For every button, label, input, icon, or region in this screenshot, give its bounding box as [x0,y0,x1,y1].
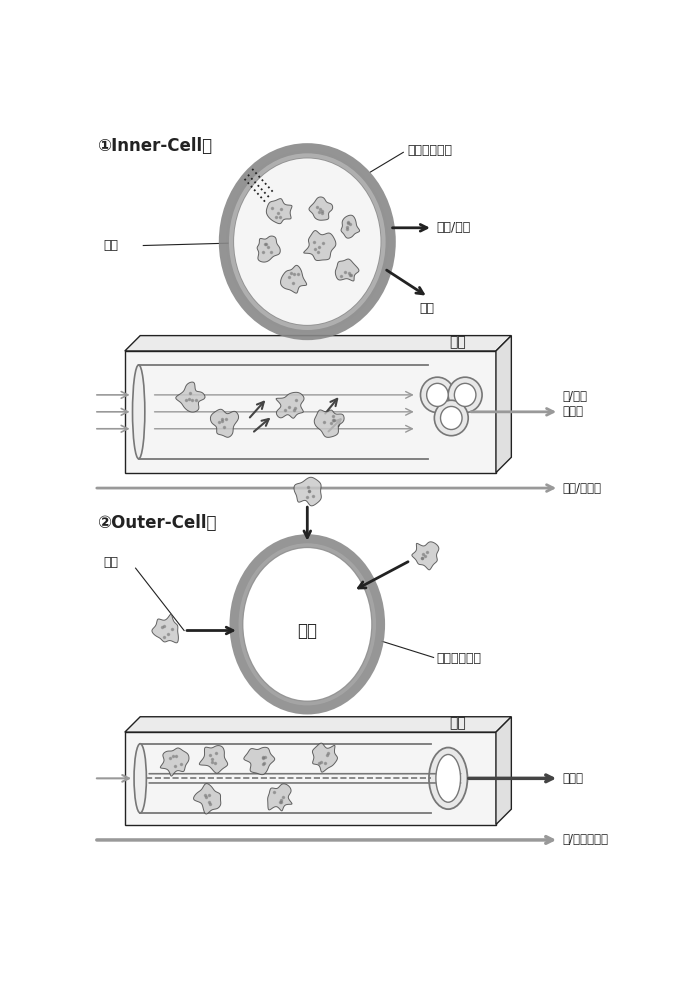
Text: 补给: 补给 [419,302,434,315]
Polygon shape [276,392,304,418]
Polygon shape [267,784,292,811]
Polygon shape [341,215,360,238]
Ellipse shape [436,754,460,802]
Polygon shape [496,717,511,825]
Text: 回收线: 回收线 [562,772,583,785]
Polygon shape [257,236,280,262]
Text: 半透膜中空丝: 半透膜中空丝 [436,652,481,666]
Ellipse shape [454,383,476,406]
Text: 产物: 产物 [297,622,318,640]
Polygon shape [312,743,338,772]
Polygon shape [267,199,292,224]
Ellipse shape [227,151,388,333]
Ellipse shape [420,377,454,413]
Ellipse shape [134,744,146,813]
Polygon shape [125,732,496,825]
Ellipse shape [132,365,145,459]
Polygon shape [309,197,333,220]
Polygon shape [176,382,205,412]
Ellipse shape [440,406,462,430]
Text: 球体: 球体 [103,556,119,569]
Polygon shape [194,784,220,814]
Polygon shape [199,746,227,773]
Text: 氧/营养
补给线: 氧/营养 补给线 [562,390,587,418]
Polygon shape [294,477,321,506]
Polygon shape [152,614,178,643]
Polygon shape [125,351,496,473]
Text: 流道: 流道 [449,716,466,730]
Polygon shape [210,409,238,437]
Text: 产物/废物: 产物/废物 [436,221,470,234]
Polygon shape [412,542,439,570]
Text: 氧/营养补给线: 氧/营养补给线 [562,833,608,846]
Text: ②Outer-Cell型: ②Outer-Cell型 [97,514,216,532]
Polygon shape [314,410,344,437]
Polygon shape [336,259,359,281]
Text: 球体: 球体 [103,239,119,252]
Polygon shape [496,336,511,473]
Ellipse shape [449,377,482,413]
Ellipse shape [429,748,467,809]
Text: ①Inner-Cell型: ①Inner-Cell型 [97,137,212,155]
Polygon shape [244,747,275,775]
Text: 流道: 流道 [449,335,466,349]
Text: 半透膜中空丝: 半透膜中空丝 [407,144,453,157]
Ellipse shape [434,400,469,436]
Polygon shape [125,336,511,351]
Polygon shape [280,265,307,293]
Polygon shape [304,231,336,261]
Polygon shape [125,717,511,732]
Text: 补给/回收线: 补给/回收线 [562,482,601,495]
Polygon shape [161,748,189,776]
Ellipse shape [236,541,378,708]
Ellipse shape [426,383,449,406]
